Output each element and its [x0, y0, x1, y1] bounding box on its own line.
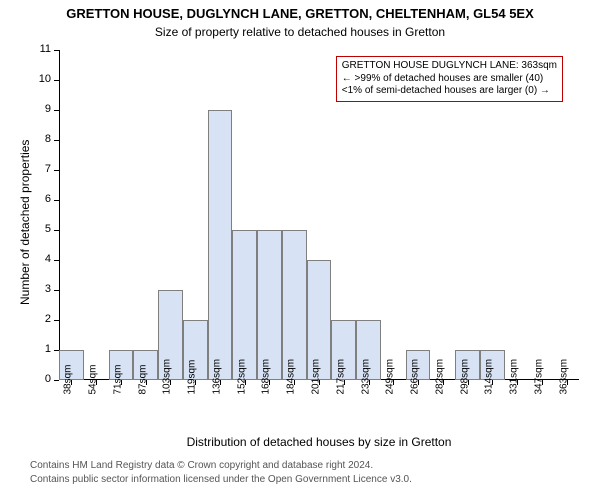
ytick-label: 11 — [29, 43, 51, 55]
ytick-label: 5 — [29, 223, 51, 235]
ytick-label: 8 — [29, 133, 51, 145]
ytick-label: 1 — [29, 343, 51, 355]
bar — [232, 230, 257, 380]
info-line-1: GRETTON HOUSE DUGLYNCH LANE: 363sqm — [342, 60, 557, 73]
ytick-mark — [54, 380, 59, 381]
ytick-mark — [54, 80, 59, 81]
ytick-mark — [54, 260, 59, 261]
footer-line-1: Contains HM Land Registry data © Crown c… — [30, 460, 373, 471]
ytick-mark — [54, 230, 59, 231]
chart-subtitle: Size of property relative to detached ho… — [0, 25, 600, 39]
info-box: GRETTON HOUSE DUGLYNCH LANE: 363sqm ← >9… — [336, 56, 563, 102]
bar — [208, 110, 233, 380]
ytick-mark — [54, 50, 59, 51]
ytick-mark — [54, 320, 59, 321]
info-line-3: <1% of semi-detached houses are larger (… — [342, 85, 557, 98]
plot-area: 01234567891011 38sqm54sqm71sqm87sqm103sq… — [59, 50, 579, 380]
info-line-2: ← >99% of detached houses are smaller (4… — [342, 73, 557, 86]
bar — [257, 230, 282, 380]
ytick-mark — [54, 350, 59, 351]
ytick-label: 7 — [29, 163, 51, 175]
ytick-mark — [54, 110, 59, 111]
ytick-mark — [54, 290, 59, 291]
y-axis-line — [59, 50, 60, 380]
ytick-label: 6 — [29, 193, 51, 205]
ytick-mark — [54, 200, 59, 201]
chart-title: GRETTON HOUSE, DUGLYNCH LANE, GRETTON, C… — [0, 6, 600, 21]
x-axis-label: Distribution of detached houses by size … — [59, 435, 579, 449]
ytick-label: 9 — [29, 103, 51, 115]
bar — [282, 230, 307, 380]
ytick-mark — [54, 140, 59, 141]
footer-line-2: Contains public sector information licen… — [30, 474, 412, 485]
ytick-label: 4 — [29, 253, 51, 265]
ytick-mark — [54, 170, 59, 171]
ytick-label: 0 — [29, 373, 51, 385]
ytick-label: 3 — [29, 283, 51, 295]
ytick-label: 2 — [29, 313, 51, 325]
ytick-label: 10 — [29, 73, 51, 85]
chart-container: { "title": { "text": "GRETTON HOUSE, DUG… — [0, 0, 600, 500]
